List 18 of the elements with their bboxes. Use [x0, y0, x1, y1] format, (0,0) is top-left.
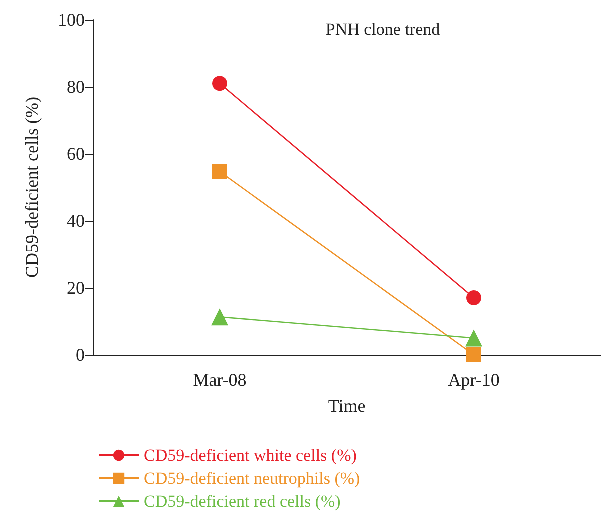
- x-tick-label: Mar-08: [193, 370, 247, 390]
- y-tick-label: 80: [67, 77, 85, 97]
- y-tick-label: 40: [67, 211, 85, 231]
- legend-label: CD59-deficient red cells (%): [144, 492, 341, 511]
- y-tick-label: 100: [58, 10, 85, 30]
- legend-label: CD59-deficient neutrophils (%): [144, 469, 360, 488]
- legend-label: CD59-deficient white cells (%): [144, 446, 357, 465]
- y-tick-label: 60: [67, 144, 85, 164]
- y-tick-label: 0: [76, 345, 85, 365]
- x-tick-label: Apr-10: [448, 370, 500, 390]
- x-axis-title: Time: [328, 396, 366, 416]
- y-tick-label: 20: [67, 278, 85, 298]
- point: [212, 76, 228, 92]
- y-axis-title: CD59-deficient cells (%): [22, 97, 42, 278]
- point: [466, 348, 482, 362]
- point: [466, 290, 482, 306]
- point: [212, 164, 228, 180]
- chart-title: PNH clone trend: [326, 20, 441, 39]
